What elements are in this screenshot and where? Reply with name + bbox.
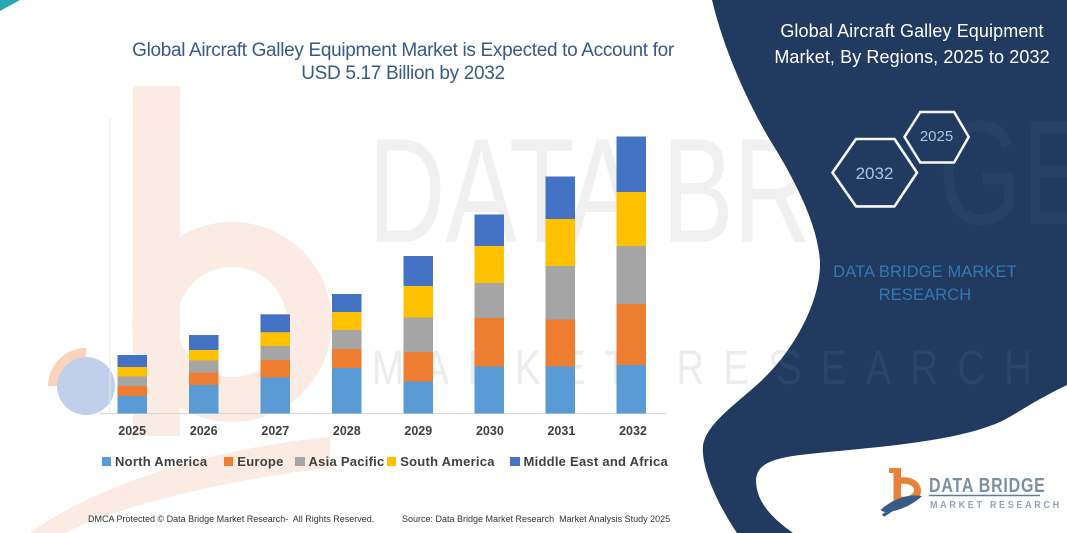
svg-text:DATA BRIDGE: DATA BRIDGE	[929, 473, 1046, 496]
svg-text:MARKET RESEARCH: MARKET RESEARCH	[930, 500, 1062, 512]
svg-text:SEARCH: SEARCH	[776, 342, 1051, 395]
